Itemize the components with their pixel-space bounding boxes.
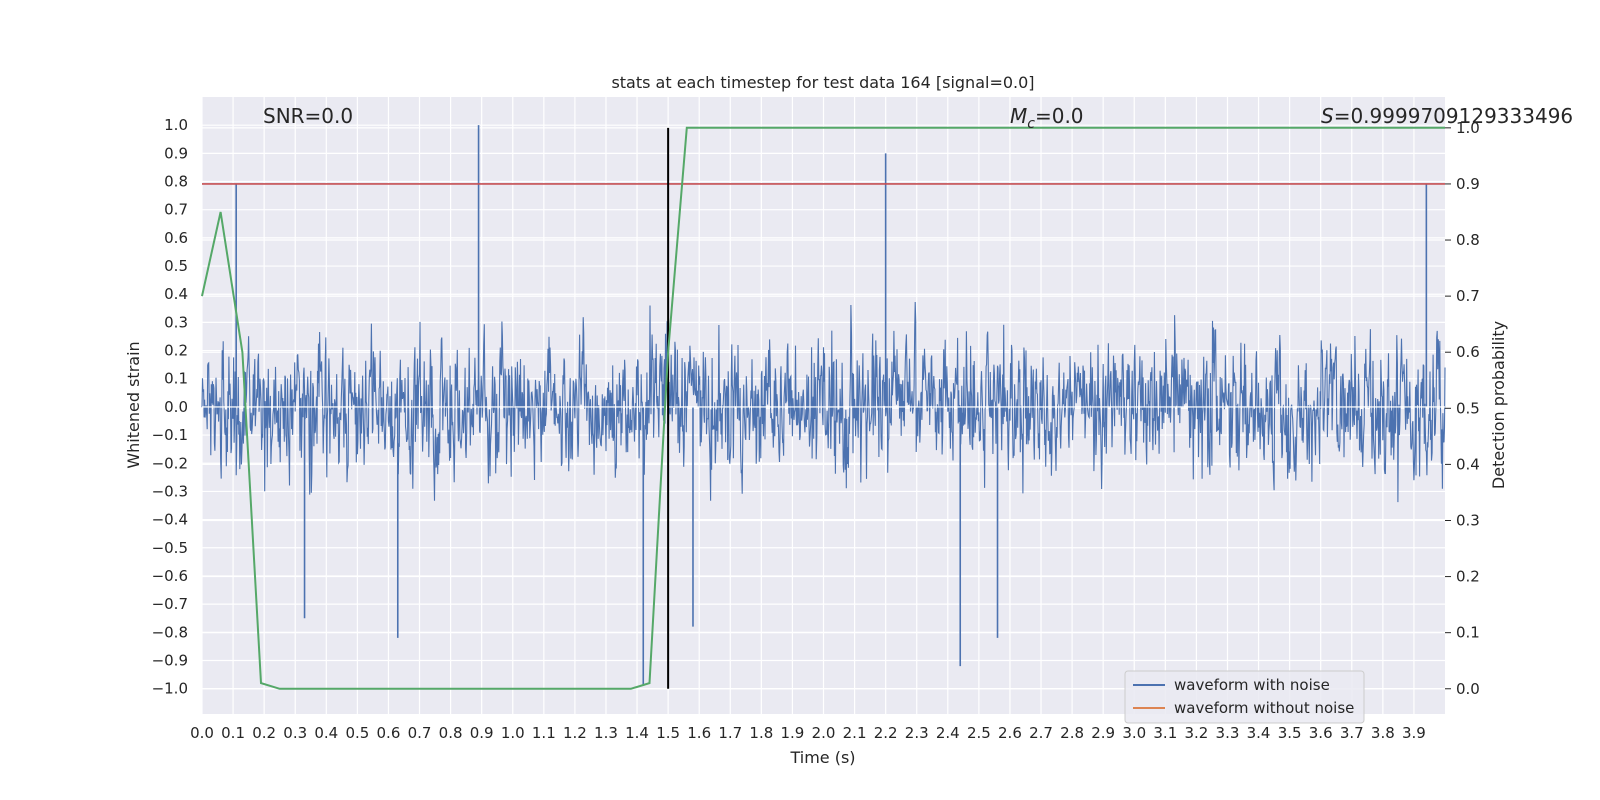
x-tick-label: 1.1 <box>532 724 556 742</box>
overlay-lines <box>201 126 1445 690</box>
y-tick-label-left: 0.3 <box>164 313 188 331</box>
y-tick-label-right: 0.4 <box>1456 455 1480 473</box>
y-tick-label-left: −0.1 <box>152 426 188 444</box>
x-tick-label: 1.5 <box>656 724 680 742</box>
chirp-mass-value: =0.0 <box>1035 104 1084 128</box>
x-tick-label: 0.4 <box>314 724 338 742</box>
y-tick-label-left: −0.2 <box>152 454 188 472</box>
y-tick-label-left: −0.8 <box>152 623 188 641</box>
x-tick-label: 1.7 <box>718 724 742 742</box>
x-tick-label: 0.0 <box>190 724 214 742</box>
y-tick-label-right: 0.8 <box>1456 231 1480 249</box>
x-tick-label: 3.5 <box>1278 724 1302 742</box>
x-tick-label: 3.2 <box>1184 724 1208 742</box>
chirp-mass-annotation: Mc=0.0 <box>1010 104 1084 132</box>
y-tick-label-left: 0.2 <box>164 342 188 360</box>
x-tick-label: 0.6 <box>377 724 401 742</box>
x-tick-label: 3.1 <box>1153 724 1177 742</box>
y-tick-label-right: 0.9 <box>1456 175 1480 193</box>
chirp-mass-subscript: c <box>1027 116 1035 132</box>
x-tick-label: 2.5 <box>967 724 991 742</box>
legend-frame <box>1124 670 1365 724</box>
x-tick-label: 2.1 <box>843 724 867 742</box>
x-tick-label: 3.0 <box>1122 724 1146 742</box>
x-tick-label: 3.3 <box>1216 724 1240 742</box>
y-tick-label-right: 0.5 <box>1456 399 1480 417</box>
y-tick-label-left: −0.5 <box>152 539 188 557</box>
x-tick-label: 2.6 <box>998 724 1022 742</box>
legend: waveform with noise waveform without noi… <box>1124 670 1365 724</box>
x-tick-label: 0.2 <box>252 724 276 742</box>
x-tick-label: 2.4 <box>936 724 960 742</box>
x-tick-label: 3.7 <box>1340 724 1364 742</box>
x-tick-label: 3.4 <box>1247 724 1271 742</box>
x-tick-label: 2.0 <box>812 724 836 742</box>
y-tick-label-left: −0.7 <box>152 595 188 613</box>
y-tick-label-left: −0.6 <box>152 567 188 585</box>
s-value: =0.9999709129333496 <box>1334 104 1573 128</box>
y-tick-label-right: 0.0 <box>1456 680 1480 698</box>
y-tick-label-right: 0.2 <box>1456 568 1480 586</box>
chirp-mass-symbol: M <box>1010 104 1027 128</box>
x-tick-label: 1.3 <box>594 724 618 742</box>
waveform-with-noise-series <box>201 125 1446 686</box>
x-tick-label: 2.3 <box>905 724 929 742</box>
x-tick-label: 2.7 <box>1029 724 1053 742</box>
y-tick-label-left: −0.3 <box>152 482 188 500</box>
y-axis-label-right: Detection probability <box>1489 321 1508 489</box>
x-tick-label: 2.8 <box>1060 724 1084 742</box>
x-tick-label: 3.8 <box>1371 724 1395 742</box>
x-tick-label: 0.1 <box>221 724 245 742</box>
s-annotation: S=0.9999709129333496 <box>1321 104 1573 128</box>
y-axis-label-left: Whitened strain <box>124 341 143 468</box>
x-tick-label: 1.2 <box>563 724 587 742</box>
y-tick-label-left: 0.5 <box>164 257 188 275</box>
y-tick-label-left: 1.0 <box>164 116 188 134</box>
x-axis-label: Time (s) <box>789 748 855 767</box>
y-tick-label-right: 0.1 <box>1456 624 1480 642</box>
y-tick-label-right: 0.6 <box>1456 343 1480 361</box>
x-tick-label: 0.8 <box>439 724 463 742</box>
y-tick-label-left: −0.9 <box>152 651 188 669</box>
x-tick-label: 0.7 <box>408 724 432 742</box>
chart-title: stats at each timestep for test data 164… <box>611 73 1034 92</box>
y-tick-label-left: 0.1 <box>164 370 188 388</box>
x-tick-label: 3.9 <box>1402 724 1426 742</box>
x-tick-label: 1.4 <box>625 724 649 742</box>
x-tick-label: 3.6 <box>1309 724 1333 742</box>
y-tick-label-left: 0.8 <box>164 173 188 191</box>
y-tick-label-right: 0.7 <box>1456 287 1480 305</box>
y-tick-label-right: 0.3 <box>1456 511 1480 529</box>
x-tick-label: 1.0 <box>501 724 525 742</box>
y-tick-label-left: 0.9 <box>164 144 188 162</box>
x-tick-label: 1.9 <box>780 724 804 742</box>
legend-label-noise: waveform with noise <box>1174 676 1330 694</box>
noise-trace <box>201 301 1446 503</box>
x-tick-label: 2.9 <box>1091 724 1115 742</box>
y-tick-label-left: −0.4 <box>152 511 188 529</box>
s-symbol: S <box>1321 104 1334 128</box>
y-tick-label-left: 0.6 <box>164 229 188 247</box>
x-tick-label: 1.8 <box>749 724 773 742</box>
x-tick-label: 1.6 <box>687 724 711 742</box>
legend-label-clean: waveform without noise <box>1174 699 1354 717</box>
axis-ticks: 0.0 0.1 0.2 0.3 0.4 0.5 0.6 0.7 0.8 0.9 1.0 1.1 1.2 1… <box>152 116 1480 742</box>
y-tick-label-left: 0.7 <box>164 201 188 219</box>
y-tick-label-left: 0.0 <box>164 398 188 416</box>
snr-annotation: SNR=0.0 <box>263 104 353 128</box>
y-tick-label-left: 0.4 <box>164 285 188 303</box>
x-tick-label: 0.5 <box>345 724 369 742</box>
x-tick-label: 0.9 <box>470 724 494 742</box>
x-tick-label: 0.3 <box>283 724 307 742</box>
x-tick-label: 2.2 <box>874 724 898 742</box>
y-tick-label-left: −1.0 <box>152 680 188 698</box>
detection-probability-line <box>201 126 1445 690</box>
y-tick-label-right: 1.0 <box>1456 119 1480 137</box>
